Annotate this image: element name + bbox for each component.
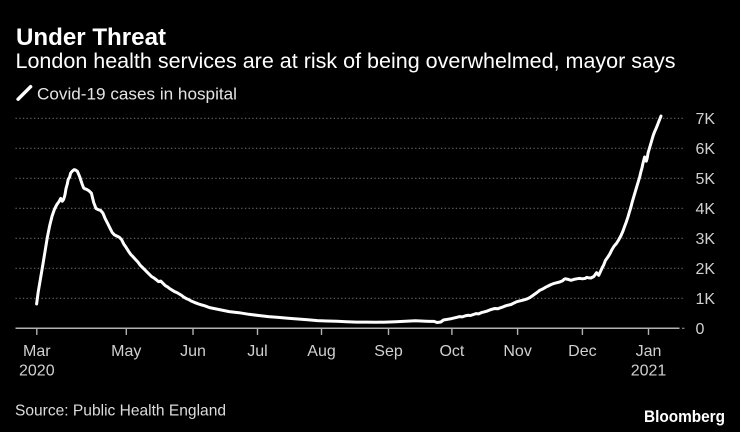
svg-text:London health services are at: London health services are at risk of be… — [16, 49, 676, 73]
svg-text:1K: 1K — [696, 291, 716, 308]
svg-text:6K: 6K — [696, 141, 716, 158]
svg-text:Jul: Jul — [247, 343, 267, 360]
svg-text:3K: 3K — [696, 231, 716, 248]
svg-text:Dec: Dec — [568, 343, 596, 360]
svg-text:2021: 2021 — [631, 363, 667, 380]
svg-text:2020: 2020 — [19, 363, 55, 380]
svg-text:Source: Public Health England: Source: Public Health England — [15, 402, 226, 419]
svg-text:Sep: Sep — [374, 343, 403, 360]
svg-text:Jan: Jan — [636, 343, 662, 360]
svg-text:Bloomberg: Bloomberg — [644, 407, 725, 426]
svg-text:0: 0 — [696, 321, 705, 338]
svg-text:4K: 4K — [696, 201, 716, 218]
svg-text:Oct: Oct — [439, 343, 464, 360]
svg-text:Mar: Mar — [23, 343, 51, 360]
svg-text:May: May — [111, 343, 141, 360]
svg-text:Under Threat: Under Threat — [16, 24, 166, 51]
svg-text:Covid-19 cases in hospital: Covid-19 cases in hospital — [37, 85, 237, 104]
svg-text:2K: 2K — [696, 261, 716, 278]
svg-text:7K: 7K — [696, 111, 716, 128]
svg-text:5K: 5K — [696, 171, 716, 188]
svg-text:Aug: Aug — [307, 343, 335, 360]
svg-text:Nov: Nov — [503, 343, 531, 360]
svg-text:Jun: Jun — [180, 343, 206, 360]
